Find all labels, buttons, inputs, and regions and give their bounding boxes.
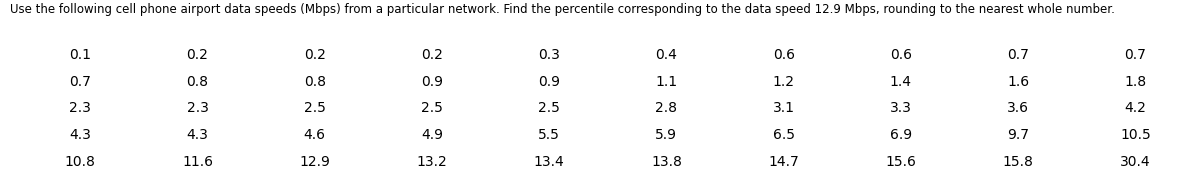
Text: 0.3: 0.3 — [539, 48, 560, 62]
Text: 13.8: 13.8 — [650, 155, 682, 169]
Text: 0.6: 0.6 — [773, 48, 794, 62]
Text: 4.9: 4.9 — [421, 128, 443, 142]
Text: 0.4: 0.4 — [655, 48, 677, 62]
Text: 2.5: 2.5 — [421, 101, 443, 115]
Text: 15.8: 15.8 — [1003, 155, 1033, 169]
Text: 5.9: 5.9 — [655, 128, 678, 142]
Text: 6.5: 6.5 — [773, 128, 794, 142]
Text: 1.6: 1.6 — [1007, 75, 1030, 89]
Text: 0.2: 0.2 — [304, 48, 325, 62]
Text: 6.9: 6.9 — [890, 128, 912, 142]
Text: 1.8: 1.8 — [1124, 75, 1146, 89]
Text: 0.2: 0.2 — [186, 48, 209, 62]
Text: 0.6: 0.6 — [890, 48, 912, 62]
Text: 0.8: 0.8 — [186, 75, 209, 89]
Text: 4.2: 4.2 — [1124, 101, 1146, 115]
Text: 4.3: 4.3 — [70, 128, 91, 142]
Text: 0.2: 0.2 — [421, 48, 443, 62]
Text: 2.3: 2.3 — [70, 101, 91, 115]
Text: 14.7: 14.7 — [768, 155, 799, 169]
Text: 0.7: 0.7 — [1124, 48, 1146, 62]
Text: 30.4: 30.4 — [1120, 155, 1151, 169]
Text: 0.7: 0.7 — [1007, 48, 1030, 62]
Text: 3.1: 3.1 — [773, 101, 794, 115]
Text: 5.5: 5.5 — [539, 128, 560, 142]
Text: 0.8: 0.8 — [304, 75, 325, 89]
Text: 0.7: 0.7 — [70, 75, 91, 89]
Text: 2.5: 2.5 — [539, 101, 560, 115]
Text: 1.1: 1.1 — [655, 75, 678, 89]
Text: 0.1: 0.1 — [70, 48, 91, 62]
Text: 13.2: 13.2 — [416, 155, 448, 169]
Text: 4.6: 4.6 — [304, 128, 325, 142]
Text: 1.2: 1.2 — [773, 75, 794, 89]
Text: 9.7: 9.7 — [1007, 128, 1030, 142]
Text: 15.6: 15.6 — [886, 155, 917, 169]
Text: 13.4: 13.4 — [534, 155, 564, 169]
Text: 3.6: 3.6 — [1007, 101, 1030, 115]
Text: 0.9: 0.9 — [538, 75, 560, 89]
Text: 0.9: 0.9 — [421, 75, 443, 89]
Text: 2.5: 2.5 — [304, 101, 325, 115]
Text: 4.3: 4.3 — [186, 128, 209, 142]
Text: 3.3: 3.3 — [890, 101, 912, 115]
Text: 2.3: 2.3 — [186, 101, 209, 115]
Text: Use the following cell phone airport data speeds (Mbps) from a particular networ: Use the following cell phone airport dat… — [10, 3, 1115, 16]
Text: 10.5: 10.5 — [1120, 128, 1151, 142]
Text: 1.4: 1.4 — [890, 75, 912, 89]
Text: 11.6: 11.6 — [182, 155, 212, 169]
Text: 12.9: 12.9 — [299, 155, 330, 169]
Text: 2.8: 2.8 — [655, 101, 678, 115]
Text: 10.8: 10.8 — [65, 155, 96, 169]
